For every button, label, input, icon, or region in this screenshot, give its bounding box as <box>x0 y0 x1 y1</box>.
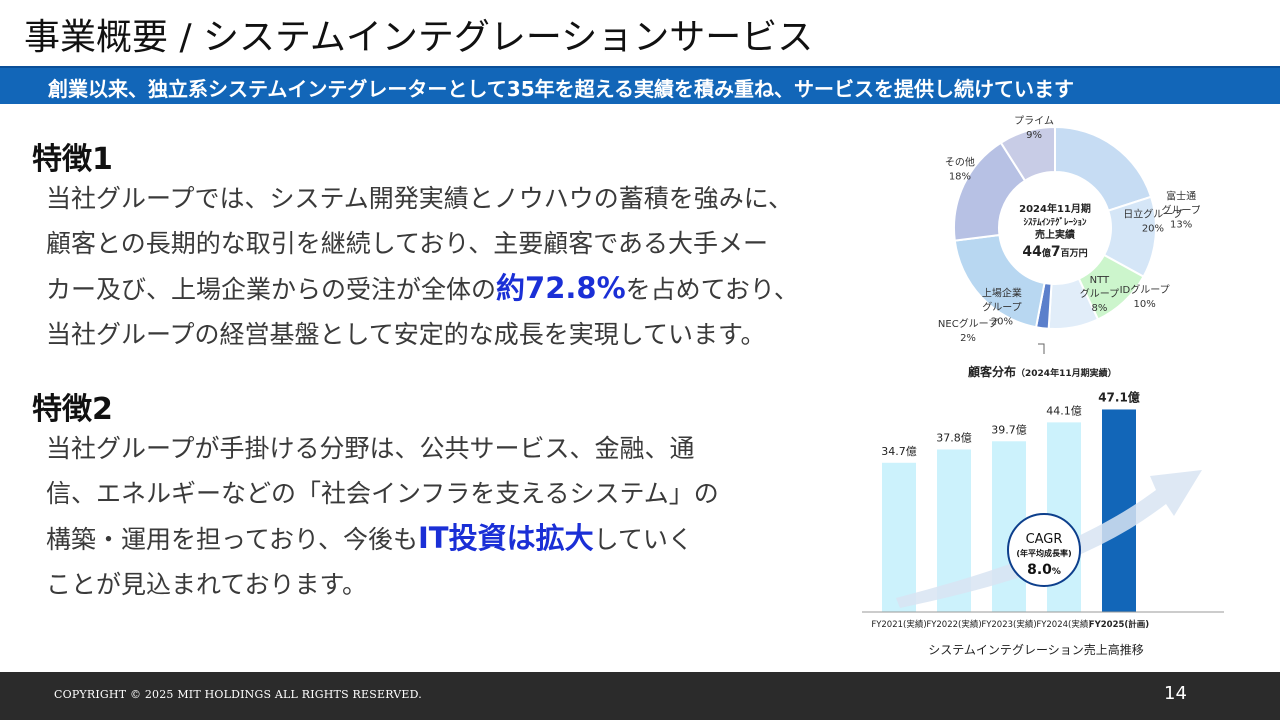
banner-text: 創業以来、独立系システムインテグレーターとして35年を超える実績を積み重ね、サー… <box>48 77 1075 101</box>
donut-slice-pct: 2% <box>960 333 976 344</box>
donut-slice-label: グループ <box>1161 203 1200 216</box>
bar-category-label: FY2022(実績) <box>926 619 981 630</box>
donut-slice-label: その他 <box>945 156 975 169</box>
nec-leader-line <box>1038 343 1045 354</box>
donut-slice <box>999 125 1056 183</box>
bar-category-label: FY2024(実績) <box>1036 619 1091 630</box>
feature1-body: 当社グループでは、システム開発実績とノウハウの蓄積を強みに、 顧客との長期的な取… <box>46 176 799 357</box>
donut-slice-pct: 9% <box>1026 130 1042 141</box>
feature1-heading: 特徴1 <box>32 142 113 177</box>
feature2-text: 構築・運用を担っており、今後も <box>46 525 419 554</box>
bar-value-label: 39.7億 <box>991 423 1027 436</box>
cagr-value: 8.0% <box>1027 562 1061 578</box>
bar-value-label: 34.7億 <box>881 445 917 458</box>
bar-category-label: FY2023(実績) <box>981 619 1036 630</box>
footer: COPYRIGHT © 2025 MIT HOLDINGS ALL RIGHTS… <box>0 672 1280 720</box>
donut-slice-pct: 8% <box>1091 303 1107 314</box>
donut-slice-label: 富士通 <box>1166 189 1196 202</box>
feature2-line: ことが見込まれております。 <box>46 570 368 599</box>
feature1-line: 当社グループでは、システム開発実績とノウハウの蓄積を強みに、 <box>46 184 794 213</box>
feature2-body: 当社グループが手掛ける分野は、公共サービス、金融、通 信、エネルギーなどの「社会… <box>46 426 719 607</box>
feature2-line: 構築・運用を担っており、今後もIT投資は拡大していく <box>46 516 719 562</box>
bar-value-label: 37.8億 <box>936 431 972 444</box>
customer-distribution-donut-chart: 日立グループ20%富士通グループ13%IDグループ10%NTTグループ8%NEC… <box>938 115 1200 379</box>
donut-slice-label: グループ <box>982 300 1021 313</box>
feature2-line: 当社グループが手掛ける分野は、公共サービス、金融、通 <box>46 434 695 463</box>
feature1-text: を占めており、 <box>625 275 799 304</box>
feature2-highlight: IT投資は拡大 <box>418 521 594 555</box>
bar-category-label: FY2025(計画) <box>1089 619 1150 630</box>
feature1-line: 顧客との長期的な取引を継続しており、主要顧客である大手メー <box>46 229 769 258</box>
donut-slice <box>1054 125 1153 212</box>
donut-slice-label: プライム <box>1014 115 1054 127</box>
cagr-label: CAGR <box>1026 532 1063 547</box>
donut-slice-label: NECグループ <box>938 317 998 330</box>
cagr-sub: (年平均成長率) <box>1016 548 1071 558</box>
donut-slice-label: NTT <box>1090 275 1110 286</box>
bar-value-label: 44.1億 <box>1046 404 1082 417</box>
donut-slice-pct: 10% <box>1134 299 1156 310</box>
feature1-line: 当社グループの経営基盤として安定的な成長を実現しています。 <box>46 320 766 349</box>
bar-category-label: FY2021(実績) <box>871 619 926 630</box>
feature1-highlight: 約72.8% <box>496 271 626 305</box>
feature2-heading: 特徴2 <box>32 392 113 427</box>
feature2-text: していく <box>593 525 693 554</box>
page-number: 14 <box>1164 683 1187 704</box>
donut-center-label: ｼｽﾃﾑｲﾝﾃｸﾞﾚｰｼｮﾝ <box>1023 216 1087 228</box>
feature2-line: 信、エネルギーなどの「社会インフラを支えるシステム」の <box>46 479 719 508</box>
feature1-line: カー及び、上場企業からの受注が全体の約72.8%を占めており、 <box>46 266 799 312</box>
donut-slice-label: グループ <box>1080 287 1119 300</box>
sales-bar <box>882 462 916 612</box>
donut-chart-title: 顧客分布（2024年11月期実績） <box>968 364 1117 379</box>
donut-slice-pct: 20% <box>991 316 1013 327</box>
headline-banner: 創業以来、独立系システムインテグレーターとして35年を超える実績を積み重ね、サー… <box>0 66 1280 104</box>
growth-arrow <box>896 470 1202 608</box>
page-title: 事業概要 / システムインテグレーションサービス <box>24 17 814 58</box>
donut-slice-label: 上場企業 <box>982 286 1022 299</box>
donut-slice-label: 日立グループ <box>1123 208 1182 221</box>
donut-center-amount: 44億7百万円 <box>1022 244 1087 260</box>
bar-value-label: 47.1億 <box>1098 389 1140 404</box>
donut-slice-pct: 20% <box>1142 224 1164 235</box>
donut-center-period: 2024年11月期 <box>1019 202 1091 215</box>
bar-chart-title: システムインテグレーション売上高推移 <box>928 642 1143 657</box>
copyright-text: COPYRIGHT © 2025 MIT HOLDINGS ALL RIGHTS… <box>54 688 422 701</box>
donut-center-label: 売上実績 <box>1035 228 1075 241</box>
donut-slice-label: IDグループ <box>1120 283 1170 296</box>
donut-slice-pct: 13% <box>1170 219 1192 230</box>
donut-slice-pct: 18% <box>949 172 971 183</box>
cagr-badge: CAGR (年平均成長率) 8.0% <box>1007 513 1081 587</box>
feature1-text: カー及び、上場企業からの受注が全体の <box>46 275 497 304</box>
